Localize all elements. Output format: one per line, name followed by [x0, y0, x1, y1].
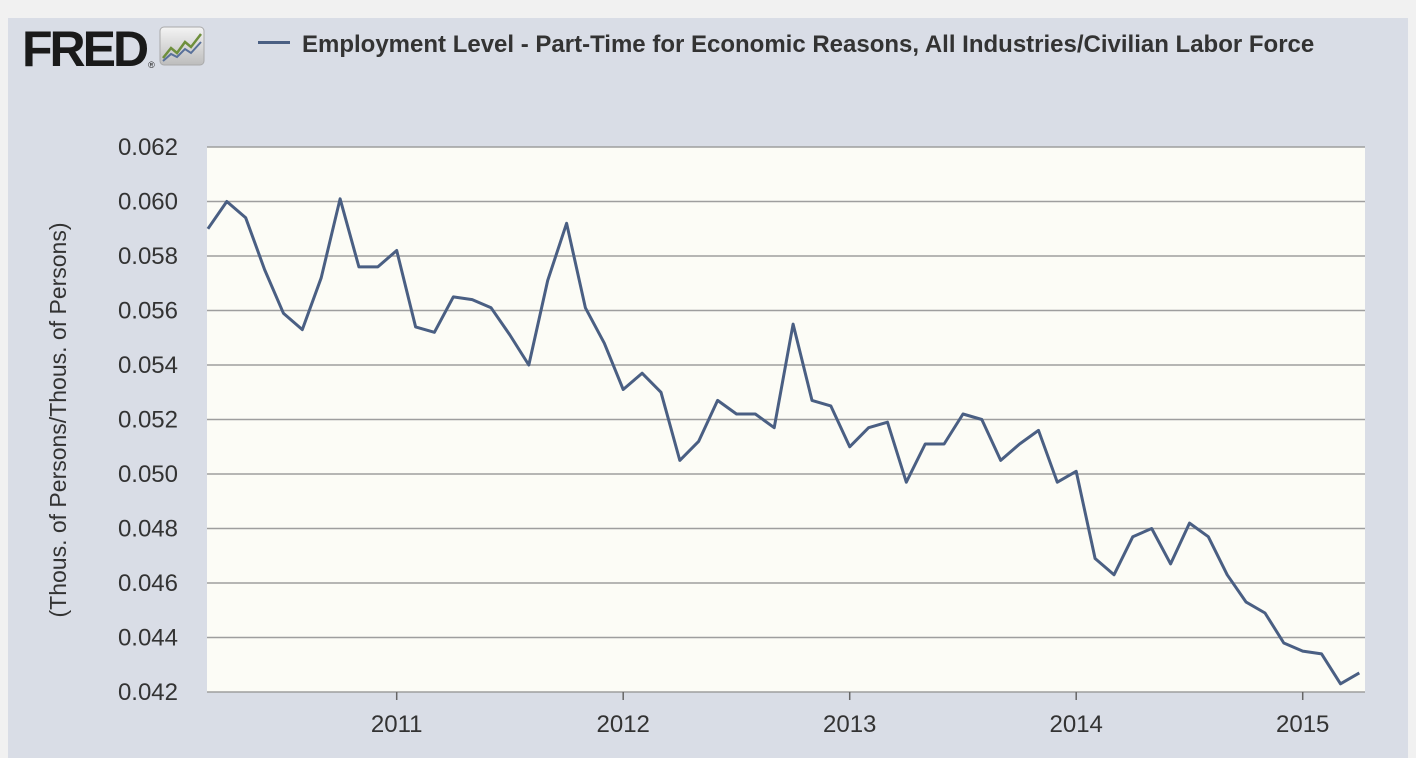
y-tick-label: 0.044 [118, 625, 178, 652]
legend: Employment Level - Part-Time for Economi… [258, 28, 1388, 61]
x-tick-label: 2015 [1276, 711, 1329, 738]
y-tick-label: 0.042 [118, 679, 178, 706]
y-tick-label: 0.062 [118, 134, 178, 161]
legend-swatch [258, 41, 290, 44]
registered-mark: ® [148, 60, 155, 70]
y-tick-label: 0.050 [118, 461, 178, 488]
y-tick-label: 0.046 [118, 570, 178, 597]
y-tick-label: 0.054 [118, 352, 178, 379]
series-line [206, 197, 1361, 686]
y-tick-label: 0.060 [118, 189, 178, 216]
x-tick-label: 2012 [597, 711, 650, 738]
logo-text: FRED [22, 21, 149, 77]
x-tick-label: 2013 [823, 711, 876, 738]
x-tick-label: 2011 [371, 711, 423, 738]
y-tick-label: 0.048 [118, 516, 178, 543]
y-tick-label: 0.052 [118, 407, 178, 434]
line-chart-icon [159, 26, 205, 66]
x-tick-label: 2014 [1050, 711, 1103, 738]
y-axis-label: (Thous. of Persons/Thous. of Persons) [45, 222, 71, 617]
fred-logo[interactable]: FRED ® [22, 24, 205, 74]
y-tick-label: 0.056 [118, 298, 178, 325]
y-tick-label: 0.058 [118, 243, 178, 270]
legend-series-label: Employment Level - Part-Time for Economi… [302, 31, 1315, 58]
